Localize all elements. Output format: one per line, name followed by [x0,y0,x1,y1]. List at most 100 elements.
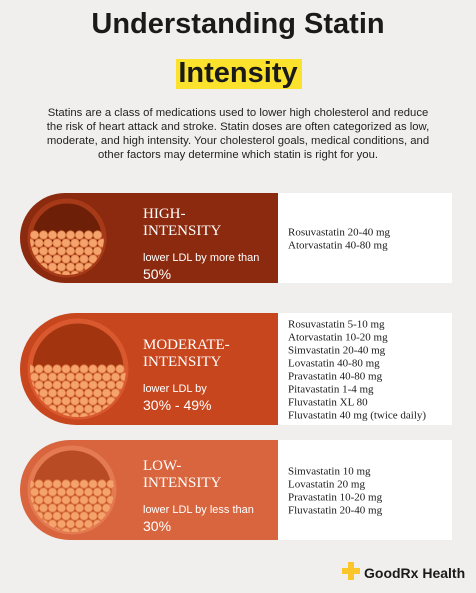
pill [101,372,112,382]
pill [47,372,58,382]
pill [106,364,116,374]
drug: Simvastatin 10 mg [288,466,371,478]
pill [52,495,62,505]
intro-line: other factors may determine which statin… [98,149,378,161]
pill [61,479,71,489]
pill [65,230,76,240]
pill [74,246,85,256]
pill [79,380,89,390]
drug: Rosuvastatin 20-40 mg [288,227,391,239]
pill [79,364,89,374]
pill [30,230,40,240]
pill [38,230,49,240]
pill [30,364,35,374]
pill [61,238,71,248]
pill [70,495,80,505]
pill [88,364,98,374]
pill [38,487,49,497]
drug: Atorvastatin 40-80 mg [288,240,388,252]
pill [83,487,94,497]
pill [79,479,89,489]
pill [61,396,71,406]
pill [88,479,98,489]
highlight [176,59,302,89]
drug: Pitavastatin 1-4 mg [288,384,374,396]
level-title: INTENSITY [143,475,221,491]
pill [88,380,98,390]
pill [56,246,67,256]
level-row: LOW-INTENSITY lower LDL by less than 30% Si… [20,440,452,540]
brand-logo: GoodRx Health [342,562,465,581]
pill [65,519,76,529]
pill [61,364,71,374]
pill [101,388,112,398]
pill [65,388,76,398]
level-row: MODERATE-INTENSITY lower LDL by 30% - 49% R… [20,313,452,425]
pill [79,238,89,248]
pill [88,495,98,505]
pill [70,364,80,374]
pill [38,388,49,398]
pill [47,503,58,513]
pill [65,487,76,497]
drug: Simvastatin 20-40 mg [288,345,386,357]
pill [74,372,85,382]
drug: Atorvastatin 10-20 mg [288,332,388,344]
drug: Pravastatin 40-80 mg [288,371,383,383]
pill [56,262,67,272]
level-amount: 30% [143,518,171,534]
pill [74,230,85,240]
pill [30,372,40,382]
pill [43,254,53,264]
pill [74,388,85,398]
title-line: Understanding Statin [91,8,384,40]
pill [65,404,76,414]
pill [52,364,62,374]
pill [34,479,44,489]
pill [79,495,89,505]
pill [97,380,107,390]
pill [83,404,94,414]
pill [79,254,89,264]
pill [70,511,80,521]
level-description: lower LDL by less than [143,504,254,516]
pill [52,238,62,248]
drug: Fluvastatin XL 80 [288,397,368,409]
pill [92,503,103,513]
pill [65,262,76,272]
pill [56,404,67,414]
intro-line: the risk of heart attack and stroke. Sta… [47,121,429,133]
pill [61,495,71,505]
level-title: INTENSITY [143,354,221,370]
pill [34,380,44,390]
pill [30,495,35,505]
pill [38,246,49,256]
pill [65,503,76,513]
level-title: LOW- [143,458,181,474]
intro-line: moderate, and high intensity. Your chole… [47,135,429,147]
pill [30,479,35,489]
pill [38,503,49,513]
pill [115,364,125,374]
drug-box [278,440,452,540]
pill [74,503,85,513]
pill [56,487,67,497]
drug-box [278,313,452,425]
pill [65,372,76,382]
drug: Rosuvastatin 5-10 mg [288,319,385,331]
pill [92,230,103,240]
pill [56,503,67,513]
level-amount: 50% [143,266,171,282]
pill [88,254,98,264]
level-title: HIGH- [143,206,186,222]
pill [88,511,98,521]
pill [43,396,53,406]
pill [43,380,53,390]
level-description: lower LDL by [143,383,207,395]
pill [34,495,44,505]
intro-line: Statins are a class of medications used … [48,107,429,119]
pill [61,511,71,521]
pill [52,380,62,390]
